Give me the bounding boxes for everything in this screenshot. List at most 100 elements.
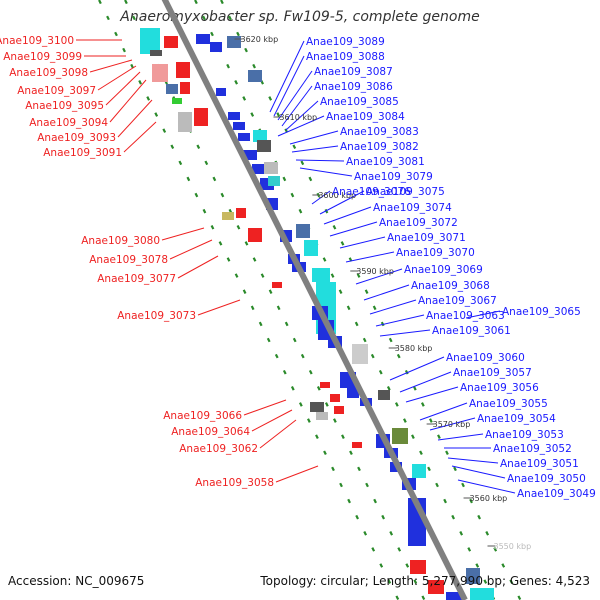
forward-gene-label: Anae109_3070 [396,247,475,259]
reverse-gene-label: Anae109_3080 [81,235,160,247]
reverse-leader-line [177,255,219,279]
forward-gene-label: Anae109_3057 [453,367,532,379]
forward-leader-line [277,115,325,137]
accession-text: Accession: NC_009675 [8,574,145,588]
forward-gene-label: Anae109_3063 [426,310,505,322]
gene-feature [152,64,168,82]
forward-gene-label: Anae109_3060 [446,352,525,364]
gene-feature [248,228,262,242]
gene-feature [410,560,426,574]
reverse-gene-label: Anae109_3077 [97,273,176,285]
gene-feature [392,428,408,444]
reverse-gene-label: Anae109_3066 [163,410,242,422]
genome-summary-text: Topology: circular; Length: 5,277,990 bp… [260,574,590,588]
forward-leader-line [363,284,410,301]
reverse-leader-line [161,227,205,241]
gene-feature [248,70,262,82]
gene-feature [257,140,271,152]
gene-feature [233,122,245,130]
reverse-leader-line [97,65,137,91]
forward-leader-line [291,145,339,153]
forward-gene-label: Anae109_3087 [314,66,393,78]
gene-feature [268,176,280,186]
gene-feature [347,388,359,398]
ruler-tick-label: 3590 kbp [356,267,394,276]
reverse-leader-line [243,399,287,416]
ruler-tick-label: 3550 kbp [493,542,531,551]
forward-gene-label: Anae109_3074 [373,202,452,214]
forward-leader-line [295,159,345,162]
forward-leader-line [379,329,431,337]
ruler-ticks: 3620 kbp 3610 kbp 3600 kbp 3590 kbp 3580 kbp… [234,35,531,551]
orf-frame-track [220,0,522,600]
gene-feature [412,464,426,478]
reverse-leader-line [123,121,157,153]
forward-gene-label: Anae109_3065 [502,306,581,318]
gene-feature [150,50,162,56]
forward-leader-line [429,417,476,431]
reverse-gene-label: Anae109_3093 [37,132,116,144]
forward-gene-label: Anae109_3076 [332,186,411,198]
reverse-leader-line [259,419,297,449]
forward-leader-line [369,299,417,315]
gene-feature [352,442,362,448]
gene-feature [210,42,222,52]
reverse-gene-label: Anae109_3094 [29,117,108,129]
gene-feature [466,568,480,584]
forward-gene-label: Anae109_3050 [507,473,586,485]
forward-gene-label: Anae109_3085 [320,96,399,108]
forward-gene-label: Anae109_3071 [387,232,466,244]
gene-feature [243,150,257,160]
gene-feature [176,62,190,78]
gene-feature [222,212,234,220]
forward-leader-line [465,310,501,319]
ruler-tick-label: 3600 kbp [318,191,356,200]
gene-feature [312,268,330,282]
forward-gene-label: Anae109_3055 [469,398,548,410]
gene-feature [272,282,282,288]
reverse-gene-label: Anae109_3099 [3,51,82,63]
forward-leader-line [285,100,319,131]
forward-leader-line [419,402,468,421]
forward-gene-label: Anae109_3086 [314,81,393,93]
gene-feature [227,36,241,48]
label-leader-lines [76,39,516,494]
reverse-gene-label: Anae109_3064 [171,426,250,438]
reverse-leader-line [169,239,213,260]
forward-gene-label: Anae109_3083 [340,126,419,138]
reverse-gene-label: Anae109_3098 [9,67,88,79]
forward-gene-label: Anae109_3084 [326,111,405,123]
forward-gene-label: Anae109_3061 [432,325,511,337]
forward-leader-line [311,190,331,205]
gene-feature [428,580,444,594]
forward-gene-label: Anae109_3049 [517,488,596,500]
reverse-leader-line [275,465,319,483]
gene-feature [310,402,324,412]
backbone-line [161,0,468,600]
forward-leader-line [447,457,499,464]
ruler-tick-label: 3580 kbp [395,344,433,353]
genome-backbone [161,0,468,600]
forward-leader-line [269,40,305,113]
forward-leader-line [405,386,459,403]
gene-feature [236,208,246,218]
gene-feature [252,164,266,174]
forward-leader-line [457,479,516,494]
forward-leader-line [273,55,305,117]
gene-labels: Anae109_3089 Anae109_3088 Anae109_3087 Anae… [0,35,596,500]
ruler-tick-label: 3620 kbp [241,35,279,44]
forward-leader-line [389,356,445,381]
gene-feature [330,394,340,402]
ruler-tick-label: 3560 kbp [470,494,508,503]
forward-gene-label: Anae109_3088 [306,51,385,63]
gene-feature [216,88,226,96]
reverse-gene-label: Anae109_3058 [195,477,274,489]
forward-gene-label: Anae109_3067 [418,295,497,307]
forward-leader-line [319,190,365,215]
reverse-leader-line [117,99,153,138]
reverse-gene-label: Anae109_3078 [89,254,168,266]
reverse-gene-label: Anae109_3095 [25,100,104,112]
forward-gene-label: Anae109_3072 [379,217,458,229]
reverse-leader-line [105,71,141,106]
